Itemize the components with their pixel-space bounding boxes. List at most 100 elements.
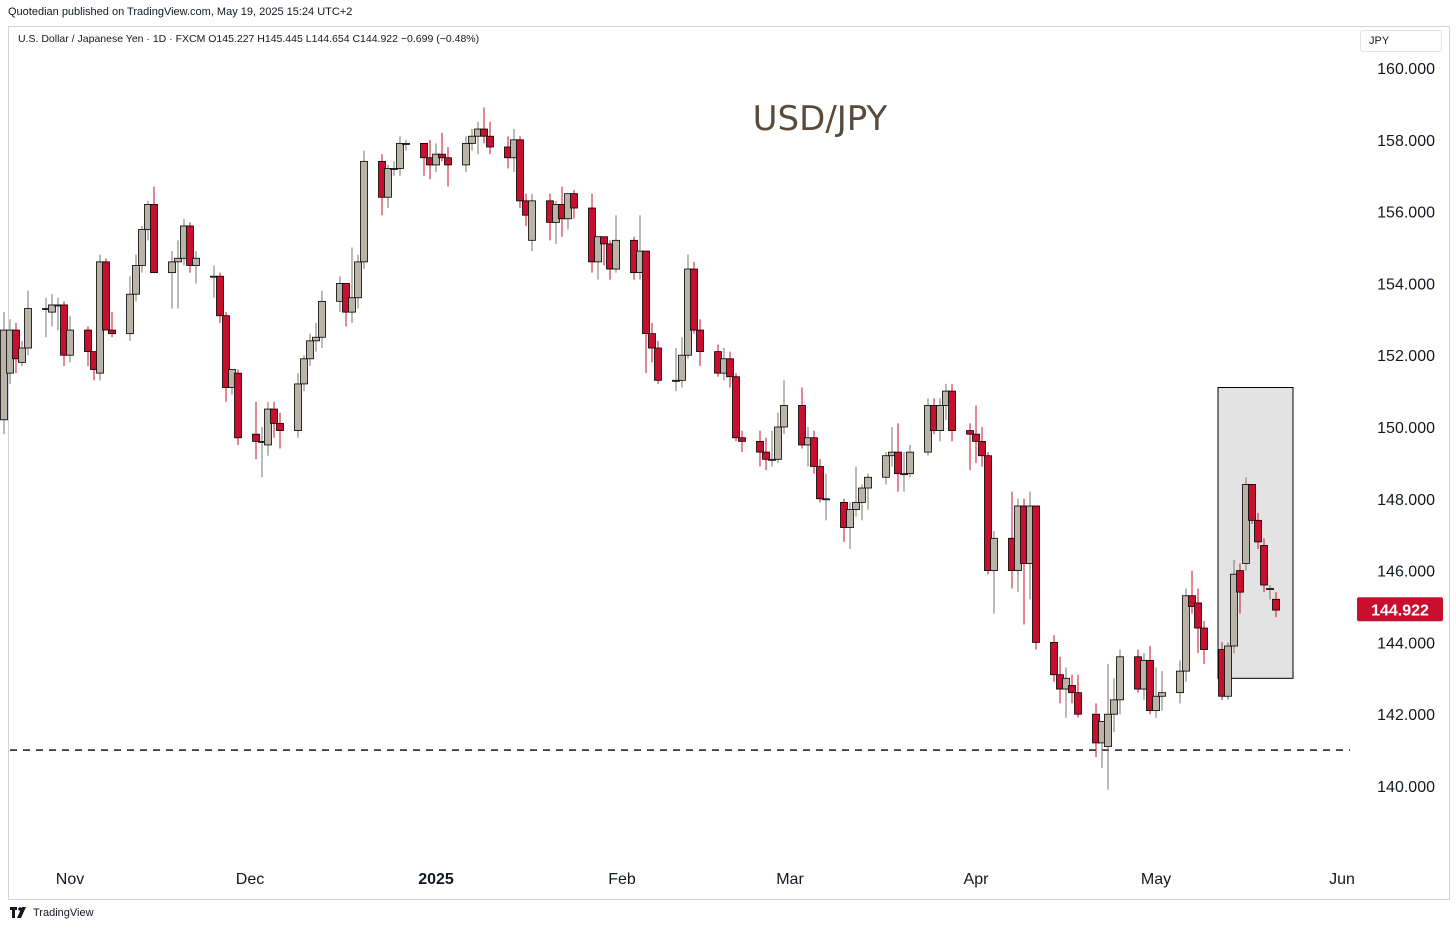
candle[interactable] <box>1254 513 1262 550</box>
candle[interactable] <box>348 247 356 323</box>
candle[interactable] <box>528 193 536 252</box>
candle[interactable] <box>438 132 446 162</box>
candle[interactable] <box>672 348 680 392</box>
candle[interactable] <box>846 502 854 550</box>
candle[interactable] <box>516 136 524 209</box>
candle[interactable] <box>948 383 956 442</box>
candle[interactable] <box>24 290 32 356</box>
candle[interactable] <box>984 452 992 575</box>
candle[interactable] <box>1152 667 1160 718</box>
candle[interactable] <box>612 215 620 273</box>
candle[interactable] <box>300 355 308 392</box>
candle[interactable] <box>234 369 242 445</box>
candle[interactable] <box>402 139 410 151</box>
candle[interactable] <box>18 340 26 366</box>
candle[interactable] <box>444 146 452 187</box>
candle[interactable] <box>594 236 602 280</box>
candle[interactable] <box>654 340 662 384</box>
candle[interactable] <box>678 337 686 388</box>
candle[interactable] <box>570 190 578 219</box>
candle[interactable] <box>306 333 314 366</box>
candle[interactable] <box>186 222 194 273</box>
candle[interactable] <box>174 240 182 309</box>
candle[interactable] <box>600 236 608 266</box>
candle[interactable] <box>150 186 158 274</box>
candle[interactable] <box>462 136 470 173</box>
candle[interactable] <box>480 107 488 144</box>
candle[interactable] <box>774 412 782 463</box>
candle[interactable] <box>648 322 656 363</box>
candle[interactable] <box>468 129 476 151</box>
candle[interactable] <box>1104 663 1112 790</box>
candle[interactable] <box>432 143 440 173</box>
candle[interactable] <box>138 225 146 273</box>
candle[interactable] <box>780 380 788 435</box>
candle[interactable] <box>396 136 404 176</box>
candle[interactable] <box>696 319 704 366</box>
candle[interactable] <box>192 251 200 284</box>
candle[interactable] <box>42 297 50 338</box>
candle[interactable] <box>168 251 176 309</box>
candle[interactable] <box>132 254 140 302</box>
candle[interactable] <box>852 466 860 517</box>
candle[interactable] <box>252 401 260 460</box>
candle[interactable] <box>966 423 974 471</box>
candle[interactable] <box>66 315 74 363</box>
candle[interactable] <box>1188 570 1196 614</box>
footer-brand[interactable]: TradingView <box>10 907 94 919</box>
candle[interactable] <box>294 373 302 438</box>
price-axis[interactable]: 160.000 158.000 156.000 154.000 152.000 150.0… <box>1377 61 1435 796</box>
candle[interactable] <box>732 373 740 442</box>
candle[interactable] <box>1260 538 1268 593</box>
candle[interactable] <box>1224 642 1232 700</box>
candle[interactable] <box>1266 584 1274 600</box>
candle[interactable] <box>762 437 770 471</box>
candle[interactable] <box>882 452 890 485</box>
candle[interactable] <box>864 473 872 510</box>
candle[interactable] <box>354 254 362 309</box>
candle[interactable] <box>738 430 746 453</box>
candle[interactable] <box>1272 592 1280 618</box>
candle[interactable] <box>420 142 428 176</box>
candle[interactable] <box>900 452 908 492</box>
time-axis[interactable]: Nov Dec 2025 Feb Mar Apr May Jun <box>56 871 1355 888</box>
candle[interactable] <box>384 164 392 209</box>
candle[interactable] <box>1068 674 1076 704</box>
candle[interactable] <box>1242 477 1250 571</box>
candle[interactable] <box>816 459 824 503</box>
candle[interactable] <box>108 312 116 338</box>
candle[interactable] <box>1074 674 1082 718</box>
candle[interactable] <box>690 261 698 334</box>
candle[interactable] <box>978 427 986 467</box>
candle[interactable] <box>990 531 998 614</box>
candle[interactable] <box>390 161 398 176</box>
candle[interactable] <box>726 351 734 388</box>
candle[interactable] <box>1200 620 1208 664</box>
candle[interactable] <box>936 398 944 442</box>
candle[interactable] <box>642 250 650 374</box>
candle[interactable] <box>810 430 818 474</box>
candle[interactable] <box>588 193 596 273</box>
candle[interactable] <box>1110 678 1118 733</box>
candle[interactable] <box>264 401 272 456</box>
candle[interactable] <box>216 272 224 323</box>
candle[interactable] <box>756 430 764 467</box>
candle[interactable] <box>318 290 326 349</box>
candle[interactable] <box>1146 645 1154 715</box>
symbol-legend[interactable]: U.S. Dollar / Japanese Yen · 1D · FXCM O… <box>18 33 480 45</box>
candle[interactable] <box>0 312 8 435</box>
currency-badge[interactable]: JPY <box>1360 30 1442 52</box>
candle[interactable] <box>1248 484 1256 524</box>
candle[interactable] <box>270 401 278 438</box>
candle[interactable] <box>1062 667 1070 718</box>
candle[interactable] <box>276 412 284 449</box>
candle[interactable] <box>1194 588 1202 654</box>
candle[interactable] <box>84 326 92 366</box>
candle[interactable] <box>1182 588 1190 682</box>
candle[interactable] <box>798 387 806 449</box>
candle[interactable] <box>972 405 980 463</box>
candle[interactable] <box>312 322 320 352</box>
candle[interactable] <box>360 150 368 270</box>
candle[interactable] <box>12 322 20 374</box>
candle[interactable] <box>768 430 776 467</box>
